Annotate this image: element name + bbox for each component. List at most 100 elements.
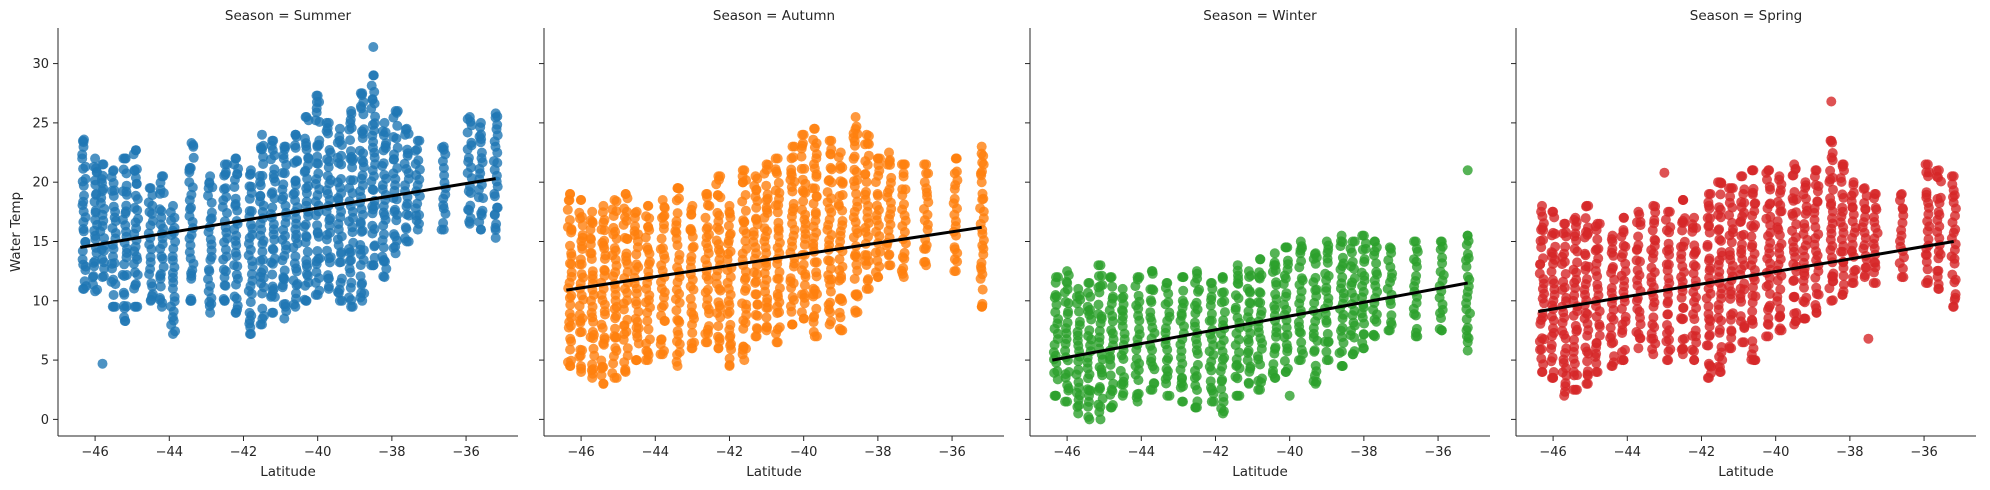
data-point [1094, 325, 1105, 336]
data-point [324, 257, 335, 268]
data-point [1409, 254, 1419, 265]
data-point [357, 295, 368, 306]
data-point [390, 106, 401, 116]
data-point [596, 370, 607, 381]
data-point [359, 124, 369, 135]
data-point [565, 189, 575, 199]
facet-panel-0: −46 −44 −42 −40 −38 −36 0 5 10 15 20 25 30 Season = S… [8, 8, 518, 480]
data-point [156, 301, 167, 312]
data-point [438, 141, 449, 152]
data-point [412, 135, 423, 146]
data-point [1646, 262, 1657, 273]
x-tick-label: −46 [1053, 445, 1080, 460]
data-point [674, 193, 684, 204]
data-point [1347, 236, 1358, 247]
data-points-2 [1048, 165, 1475, 425]
data-point [1548, 206, 1559, 217]
data-point [1191, 266, 1202, 277]
data-point [244, 307, 255, 318]
data-point [1620, 241, 1631, 252]
data-point [1133, 310, 1144, 321]
x-tick-label: −36 [452, 445, 479, 460]
data-point [711, 235, 722, 246]
data-point [1359, 254, 1370, 265]
data-point [849, 151, 860, 162]
data-point [798, 259, 809, 270]
outlier-point [1826, 96, 1837, 107]
data-point [1336, 230, 1347, 241]
data-point [205, 171, 216, 182]
data-point [312, 90, 323, 101]
data-point [622, 234, 633, 245]
data-point [1703, 197, 1714, 208]
outlier-point [1462, 165, 1473, 176]
data-point [622, 314, 633, 325]
data-point [1062, 277, 1073, 288]
data-point [978, 150, 989, 161]
data-point [108, 301, 119, 312]
data-point [1337, 322, 1348, 333]
data-point [1538, 234, 1549, 245]
data-point [566, 267, 577, 278]
data-point [367, 220, 378, 231]
data-point [1095, 383, 1105, 394]
data-point [1791, 219, 1802, 230]
data-point [576, 269, 587, 280]
data-point [392, 142, 403, 153]
data-point [862, 275, 873, 286]
data-point [1618, 212, 1629, 223]
data-point [1084, 325, 1095, 336]
data-point [246, 219, 256, 230]
data-point [725, 340, 736, 351]
data-point [1108, 291, 1118, 302]
data-point [1548, 372, 1559, 383]
data-point [146, 278, 157, 289]
x-tick-label: −38 [864, 445, 891, 460]
data-point [713, 321, 724, 332]
data-point [1737, 171, 1748, 182]
data-point [291, 288, 301, 299]
data-point [1095, 260, 1106, 271]
data-point [1147, 361, 1158, 372]
data-point [232, 273, 243, 284]
data-point [410, 145, 421, 156]
data-point [738, 323, 749, 334]
data-point [300, 219, 311, 230]
data-point [1860, 262, 1871, 273]
data-point [596, 355, 607, 366]
data-point [401, 209, 412, 220]
data-point [1192, 359, 1203, 370]
data-point [464, 112, 475, 122]
data-point [875, 246, 886, 257]
data-point [324, 156, 335, 167]
data-point [1105, 370, 1116, 381]
data-point [344, 183, 355, 193]
data-point [1321, 282, 1332, 293]
data-point [1243, 266, 1254, 277]
data-point [267, 202, 278, 213]
data-point [229, 182, 240, 192]
data-point [312, 220, 323, 231]
data-point [97, 159, 108, 170]
data-point [155, 293, 165, 303]
data-point [620, 189, 631, 199]
data-point [1206, 396, 1217, 407]
data-point [311, 267, 322, 278]
data-point [1147, 266, 1158, 277]
data-point [861, 129, 872, 140]
data-point [303, 153, 314, 164]
data-point [1271, 277, 1281, 288]
data-point [87, 272, 98, 283]
data-point [772, 337, 783, 348]
data-point [1663, 238, 1674, 249]
data-point [1648, 312, 1659, 323]
data-point [1848, 187, 1859, 198]
data-point [1050, 307, 1061, 318]
data-point [168, 200, 178, 211]
data-point [1074, 316, 1085, 327]
data-point [290, 251, 301, 262]
data-point [1386, 310, 1397, 321]
data-point [1217, 408, 1228, 419]
data-point [108, 201, 119, 212]
data-point [811, 191, 822, 202]
